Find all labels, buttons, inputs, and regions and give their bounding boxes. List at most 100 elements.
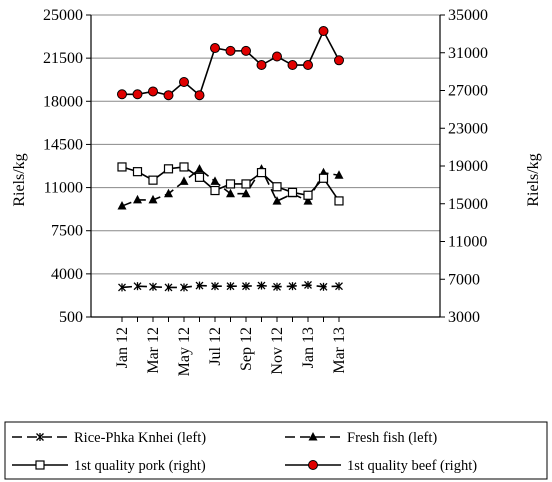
data-point: [241, 179, 251, 189]
data-point: [211, 282, 219, 291]
data-point: [163, 164, 174, 174]
legend-item: 1st quality pork (right): [12, 458, 206, 474]
x-tick-label: Nov 12: [269, 327, 286, 375]
data-point: [287, 187, 298, 198]
data-point: [334, 55, 344, 66]
data-point: [303, 60, 313, 71]
data-point: [210, 43, 220, 54]
legend-label: Fresh fish (left): [347, 430, 437, 446]
legend-marker: [308, 432, 318, 441]
left-y-axis-title: Riels/kg: [11, 153, 28, 206]
legend-item: Fresh fish (left): [285, 430, 437, 446]
right-tick-label: 31000: [448, 45, 488, 62]
legend-marker: [308, 460, 318, 470]
data-point: [304, 280, 312, 289]
data-point: [226, 282, 235, 291]
right-tick-label: 35000: [448, 7, 488, 24]
data-point: [241, 45, 251, 56]
x-tick-label: May 12: [176, 327, 193, 376]
x-tick-label: Mar 12: [145, 327, 162, 374]
x-tick-label: Jan 12: [114, 327, 131, 368]
x-tick-label: Sep 12: [238, 327, 255, 371]
right-tick-label: 27000: [448, 83, 488, 100]
data-point: [210, 185, 220, 196]
legend-box: [4, 421, 548, 480]
data-point: [319, 282, 328, 291]
left-tick-label: 18000: [43, 93, 83, 110]
data-point: [117, 89, 127, 100]
data-point: [226, 188, 235, 198]
left-tick-label: 25000: [43, 7, 83, 24]
series: [117, 26, 344, 292]
data-point: [242, 282, 250, 291]
legend-item: Rice-Phka Knhei (left): [12, 430, 206, 446]
data-point: [133, 194, 142, 204]
x-axis-ticks: Jan 12 Mar 12 May 12 Jul 12 Sep 12 Nov 12 Jan …: [114, 317, 348, 376]
legend-label: Rice-Phka Knhei (left): [74, 430, 206, 446]
left-tick-label: 21500: [43, 50, 83, 67]
right-tick-label: 19000: [448, 158, 488, 175]
data-point: [272, 182, 282, 192]
data-point: [303, 196, 313, 205]
data-point: [148, 194, 158, 204]
data-point: [194, 172, 205, 182]
x-tick-label: Mar 13: [331, 327, 348, 374]
data-point: [149, 282, 157, 291]
data-point: [318, 26, 329, 37]
series-2: [117, 162, 344, 206]
data-point: [164, 283, 173, 292]
series-0: [118, 280, 343, 292]
data-point: [179, 162, 189, 172]
left-tick-label: 4000: [51, 266, 83, 283]
right-tick-label: 11000: [448, 234, 487, 251]
data-point: [257, 281, 266, 290]
right-y-axis-ticks: 3000 7000 11000 15000 19000 23000 27000 31000 35…: [440, 7, 488, 326]
legend: Rice-Phka Knhei (left) Fresh fish (left) 1…: [4, 421, 548, 480]
right-y-axis-title: Riels/kg: [525, 153, 542, 206]
data-point: [272, 196, 282, 205]
data-point: [148, 175, 158, 185]
data-point: [164, 188, 173, 198]
data-point: [133, 282, 142, 291]
data-point: [334, 196, 344, 206]
data-point: [288, 282, 297, 291]
data-point: [210, 176, 220, 185]
legend-label: 1st quality beef (right): [347, 458, 477, 474]
left-tick-label: 11000: [44, 180, 83, 197]
data-point: [256, 168, 267, 178]
data-point: [256, 60, 267, 71]
data-point: [335, 282, 343, 291]
data-point: [303, 190, 313, 200]
left-tick-label: 500: [59, 309, 83, 326]
data-point: [195, 164, 204, 173]
data-point: [179, 176, 189, 185]
data-point: [195, 281, 204, 290]
x-tick-label: Jul 12: [207, 327, 224, 366]
axes: [90, 15, 441, 318]
data-point: [273, 282, 281, 291]
data-point: [225, 179, 236, 189]
data-point: [225, 45, 236, 56]
legend-label: 1st quality pork (right): [74, 458, 206, 474]
data-point: [272, 51, 282, 62]
series-3: [117, 26, 344, 101]
right-tick-label: 23000: [448, 120, 488, 137]
data-point: [117, 162, 127, 172]
legend-marker: [35, 460, 45, 470]
data-point: [117, 201, 127, 210]
data-point: [179, 77, 189, 88]
left-tick-label: 14500: [43, 136, 83, 153]
data-point: [132, 89, 143, 100]
data-point: [132, 167, 143, 177]
right-tick-label: 7000: [448, 271, 480, 288]
data-point: [241, 188, 251, 198]
data-point: [334, 170, 344, 179]
left-y-axis-ticks: 500 4000 7500 11000 14500 18000 21500 25000: [43, 7, 91, 326]
legend-item: 1st quality beef (right): [285, 458, 477, 474]
right-tick-label: 15000: [448, 196, 488, 213]
data-point: [194, 90, 205, 101]
data-point: [148, 86, 158, 97]
left-tick-label: 7500: [51, 223, 83, 240]
